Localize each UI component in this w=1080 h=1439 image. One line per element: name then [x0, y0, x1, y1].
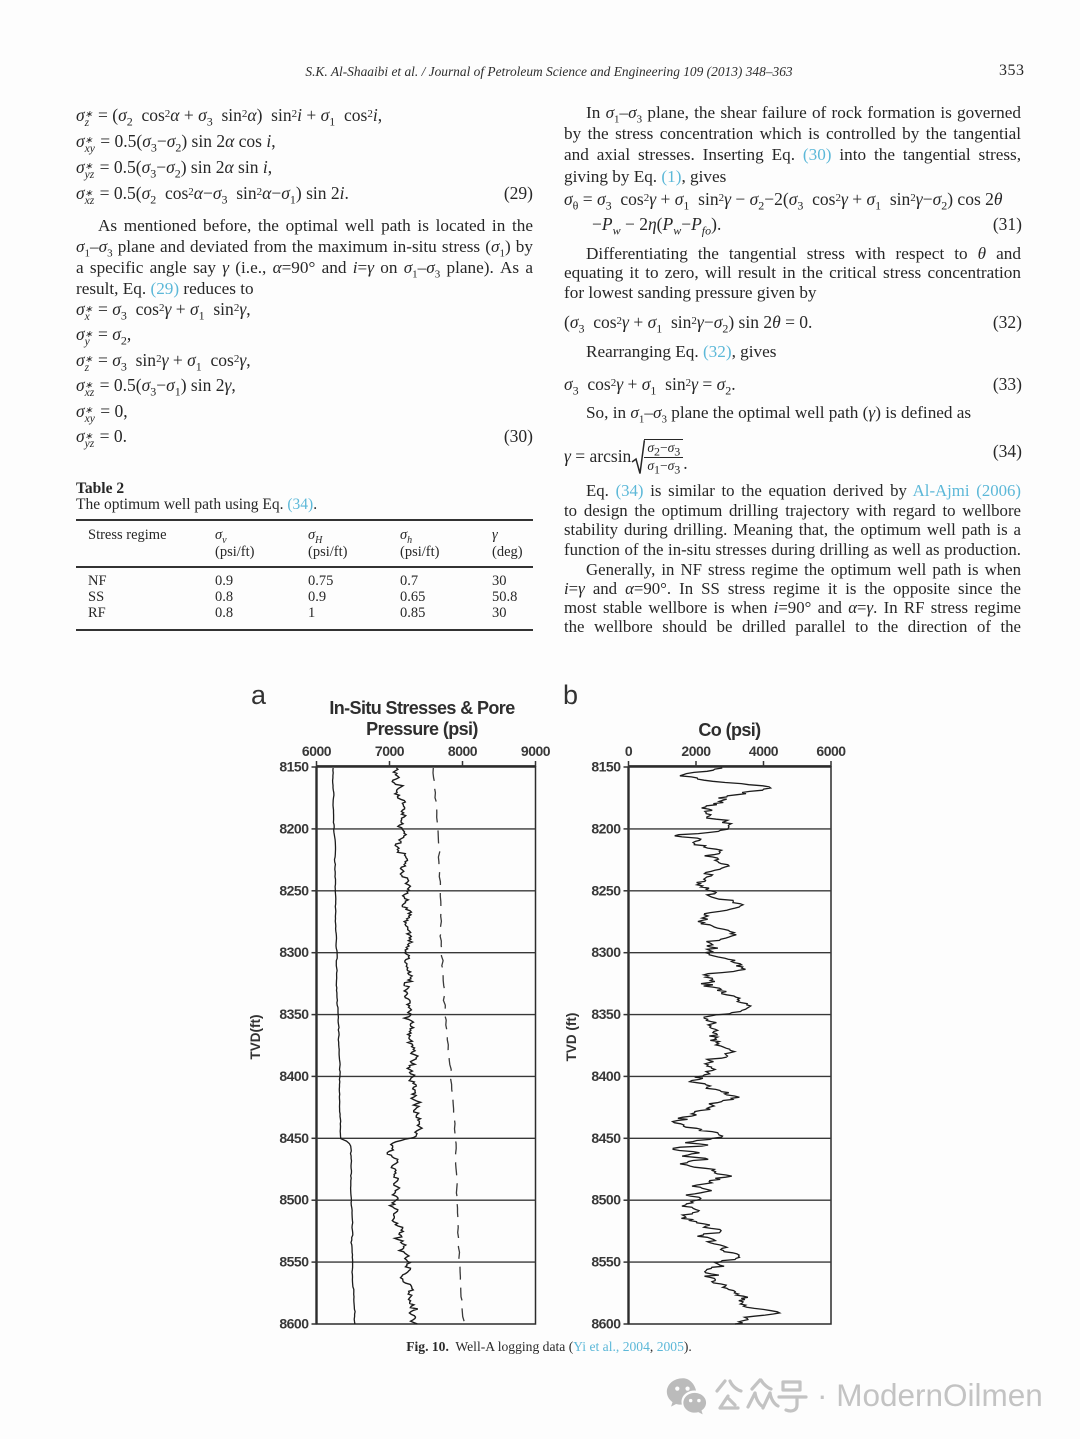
svg-text:8150: 8150 [279, 759, 309, 775]
svg-text:8550: 8550 [279, 1254, 309, 1270]
svg-text:8550: 8550 [591, 1254, 621, 1270]
svg-text:8250: 8250 [591, 882, 621, 898]
svg-text:4000: 4000 [749, 743, 779, 759]
svg-text:8600: 8600 [279, 1316, 309, 1332]
svg-text:2000: 2000 [681, 743, 711, 759]
svg-text:8250: 8250 [279, 882, 309, 898]
svg-text:8150: 8150 [591, 759, 621, 775]
svg-text:8450: 8450 [279, 1130, 309, 1146]
svg-text:8200: 8200 [591, 820, 621, 836]
svg-text:8600: 8600 [591, 1316, 621, 1332]
svg-text:TVD (ft): TVD (ft) [564, 1013, 579, 1062]
svg-text:8300: 8300 [279, 944, 309, 960]
svg-text:8000: 8000 [448, 743, 478, 759]
svg-text:8400: 8400 [279, 1068, 309, 1084]
svg-text:8200: 8200 [279, 820, 309, 836]
svg-text:8500: 8500 [591, 1192, 621, 1208]
svg-text:TVD(ft): TVD(ft) [248, 1015, 263, 1060]
svg-text:8350: 8350 [591, 1006, 621, 1022]
svg-text:0: 0 [625, 743, 633, 759]
svg-text:9000: 9000 [521, 743, 551, 759]
svg-text:8300: 8300 [591, 944, 621, 960]
svg-text:8450: 8450 [591, 1130, 621, 1146]
svg-text:8500: 8500 [279, 1192, 309, 1208]
svg-text:8400: 8400 [591, 1068, 621, 1084]
svg-text:7000: 7000 [375, 743, 405, 759]
svg-text:8350: 8350 [279, 1006, 309, 1022]
svg-text:6000: 6000 [816, 743, 846, 759]
svg-text:6000: 6000 [302, 743, 332, 759]
